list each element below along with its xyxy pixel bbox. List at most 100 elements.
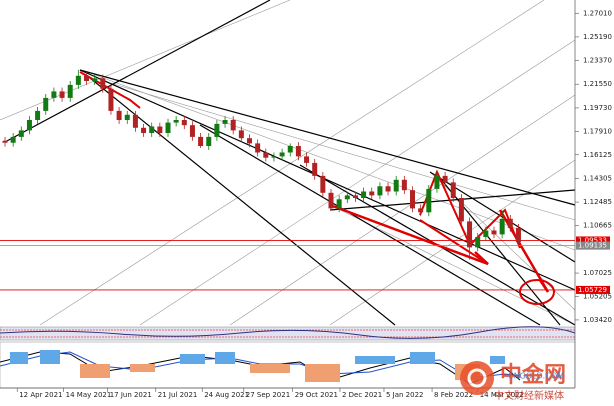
candle-body [255, 143, 261, 153]
candle-body [336, 199, 342, 209]
y-tick-label: 1.25190 [583, 33, 612, 41]
candle-body [295, 145, 301, 157]
candle-body [214, 123, 220, 137]
candle-body [10, 136, 16, 143]
y-tick-label: 1.19730 [583, 104, 612, 112]
candles [2, 69, 521, 260]
candle-body [230, 119, 236, 131]
y-tick-label: 1.14305 [583, 174, 612, 182]
price-label: 1.09533 [578, 236, 607, 244]
y-tick-label: 1.23370 [583, 57, 612, 65]
x-tick-label: 29 Oct 2021 [295, 391, 338, 399]
candle-body [385, 186, 391, 192]
x-tick-label: 8 Feb 2022 [434, 391, 473, 399]
candle-body [43, 97, 49, 111]
candle-body [51, 91, 57, 98]
candle-body [84, 75, 89, 81]
candle-body [401, 179, 407, 191]
candle-body [198, 136, 204, 146]
candle-body [312, 162, 318, 176]
x-tick-label: 12 Apr 2021 [19, 391, 62, 399]
candle-body [206, 136, 212, 146]
candle-body [124, 114, 130, 120]
candle-body [279, 152, 285, 157]
axis-bg [575, 0, 614, 402]
x-tick-label: 14 Mar 2022 [480, 391, 524, 399]
candle-body [141, 127, 147, 133]
price-label-bg [576, 285, 610, 294]
candle-body [483, 230, 489, 237]
candle-body [410, 190, 415, 209]
y-tick-label: 1.03420 [583, 316, 612, 324]
y-tick-label: 1.27010 [583, 9, 612, 17]
axes: 1.27010 1.25190 1.23370 1.21550 1.19730 1.179… [16, 9, 612, 399]
candle-body [491, 230, 497, 235]
price-label-bg [576, 236, 610, 245]
candle-body [418, 208, 424, 213]
candle-body [467, 221, 473, 248]
candle-body [434, 175, 440, 189]
x-tick-label: 17 Jun 2021 [110, 391, 152, 399]
candle-body [2, 140, 8, 143]
candle-body [108, 88, 114, 111]
candle-body [271, 156, 277, 158]
candle-body [18, 130, 24, 137]
candle-body [75, 75, 81, 85]
candle-body [507, 218, 513, 228]
candle-body [181, 119, 187, 126]
candle-body [59, 91, 65, 98]
candle-body [304, 156, 310, 163]
candle-body [458, 197, 464, 222]
candle-body [116, 110, 122, 120]
x-tick-label: 27 Sep 2021 [246, 391, 290, 399]
candle-body [222, 119, 228, 124]
candle-body [157, 126, 163, 133]
candle-body [499, 218, 505, 235]
y-tick-label: 1.17910 [583, 128, 612, 136]
x-tick-label: 14 May 2021 [66, 391, 112, 399]
candle-body [377, 186, 383, 196]
candle-body [515, 227, 521, 243]
candle-body [344, 195, 350, 200]
y-tick-label: 1.10665 [583, 222, 612, 230]
candle-body [263, 152, 269, 158]
candle-body [189, 125, 195, 137]
candle-body [426, 188, 432, 213]
watermark-slogan: 中文财经新媒体 [494, 389, 564, 402]
candle-body [247, 138, 252, 144]
candle-body [352, 195, 358, 198]
candle-body [100, 78, 106, 89]
candle-body [450, 182, 456, 198]
candle-body [369, 191, 375, 196]
y-tick-label: 1.12485 [583, 198, 612, 206]
candle-body [132, 114, 138, 128]
candle-body [149, 126, 155, 133]
y-tick-label: 1.05205 [583, 293, 612, 301]
price-label: 1.05729 [578, 286, 607, 294]
candle-body [442, 175, 448, 183]
candle-body [238, 130, 244, 139]
price-label-bg [576, 241, 610, 250]
y-tick-label: 1.07025 [583, 269, 612, 277]
candle-body [393, 179, 399, 192]
watermark-name: 中金网 [500, 362, 566, 388]
candle-body [173, 119, 179, 123]
candle-body [92, 78, 98, 81]
candle-body [165, 122, 171, 133]
candle-body [475, 236, 481, 248]
decor [0, 0, 576, 326]
candle-body [361, 191, 367, 198]
candle-body [26, 119, 32, 131]
candle-body [287, 145, 293, 153]
y-tick-label: 1.16125 [583, 151, 612, 159]
y-tick-label: 1.21550 [583, 80, 612, 88]
price-label: 1.09135 [578, 242, 607, 250]
x-tick-label: 5 Jan 2022 [386, 391, 424, 399]
watermark-site: CNGOLD.COM [508, 372, 564, 381]
candle-body [67, 84, 73, 98]
candle-body [320, 175, 326, 193]
candle-body [328, 192, 334, 209]
x-tick-label: 21 Jul 2021 [158, 391, 198, 399]
watermark: 中金网 CNGOLD.COM 中文财经新媒体 [460, 361, 566, 402]
